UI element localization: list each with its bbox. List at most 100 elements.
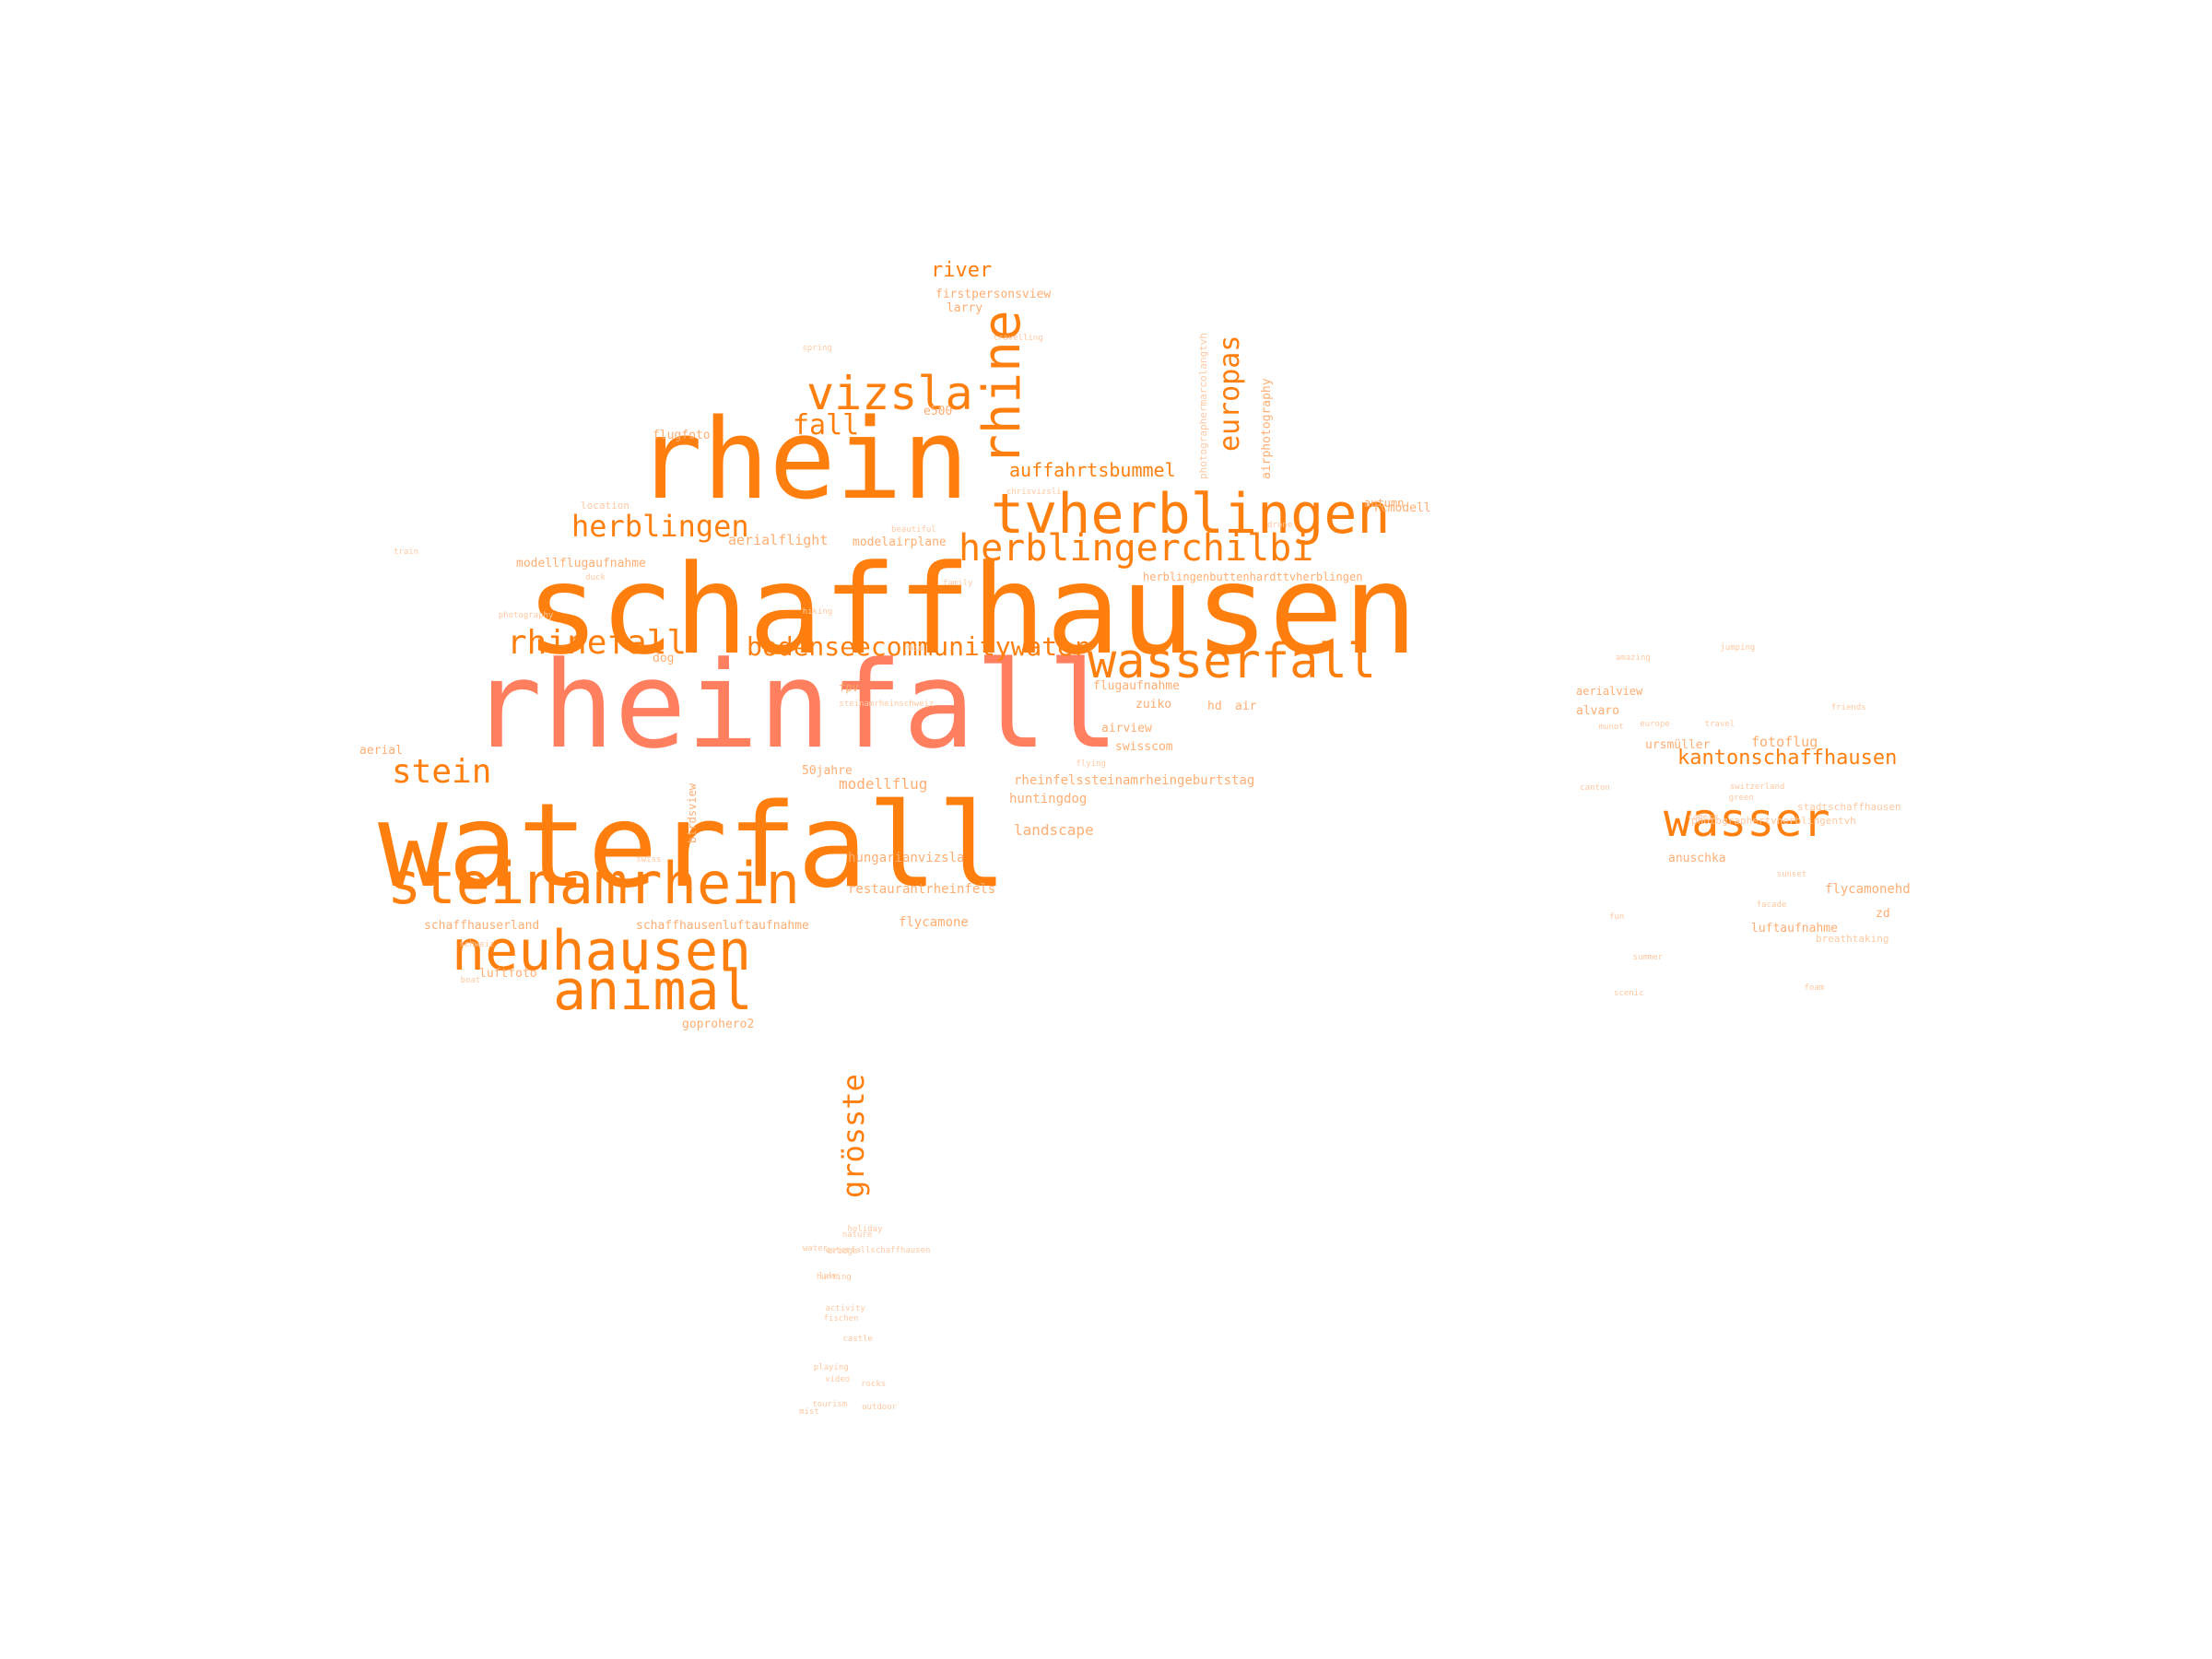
word-16: bodenseecommunitywater (747, 631, 1088, 662)
word-30: rheinfelssteinamrheingeburtstag (1014, 773, 1255, 788)
word-116: mist (799, 1406, 819, 1417)
word-28: flycamonehd (1825, 882, 1911, 897)
word-64: zd (1876, 907, 1890, 921)
word-77: nature (841, 1230, 873, 1241)
word-40: airview (1101, 722, 1152, 735)
word-60: aerialview (1576, 685, 1643, 698)
word-19: fall (793, 409, 860, 441)
word-101: video (825, 1374, 851, 1384)
word-109: jumping (1720, 643, 1756, 653)
word-1: rheinfall (470, 635, 1120, 775)
word-81: photography (498, 611, 554, 621)
word-25: modellflug (839, 775, 928, 793)
word-13: rhinefall (507, 624, 688, 662)
word-17: grösste (836, 1074, 871, 1198)
word-115: green (1728, 794, 1754, 804)
word-67: photographertvherblingentvh (1691, 815, 1856, 827)
word-14: stein (392, 753, 492, 791)
word-79: amazing (1615, 653, 1651, 663)
word-80: outdoor (862, 1403, 898, 1413)
word-112: facade (1756, 900, 1787, 910)
word-18: europas (1214, 335, 1246, 452)
word-96: spring (802, 343, 832, 353)
word-46: 50jahre (802, 764, 853, 778)
word-99: drone (1267, 521, 1293, 531)
word-42: hd (1207, 700, 1222, 713)
word-15: herblingen (571, 509, 749, 544)
word-86: waterfallschaffhausen (825, 1246, 931, 1256)
word-111: duck (585, 572, 606, 582)
word-22: river (931, 259, 993, 282)
word-71: activity (825, 1304, 865, 1314)
word-85: scenic (1614, 989, 1644, 999)
word-0: schaffhausen (525, 538, 1418, 682)
word-33: schaffhauserland (424, 919, 540, 933)
word-88: fun (1609, 912, 1625, 923)
word-44: autumn (1364, 497, 1405, 510)
word-82: friends (1830, 702, 1866, 712)
word-68: birdsview (686, 782, 699, 843)
word-51: firstpersonsview (935, 288, 1052, 301)
word-93: family (942, 579, 973, 589)
word-106: foam (1804, 982, 1825, 993)
word-36: goprohero2 (682, 1018, 755, 1031)
word-57: airphotography (1260, 378, 1274, 479)
word-100: camera (1688, 813, 1718, 823)
word-87: beautiful (891, 524, 936, 535)
word-59: alvaro (1576, 704, 1619, 718)
word-35: luftfoto (479, 967, 537, 981)
word-47: dog (653, 652, 675, 665)
word-74: playing (813, 1362, 849, 1372)
word-73: switzerland (1729, 782, 1785, 793)
word-7: animal (553, 959, 753, 1023)
word-53: flugfoto (653, 429, 711, 442)
word-83: fischen (823, 1313, 859, 1324)
word-11: vizsla (806, 367, 973, 420)
word-89: lake (818, 1271, 839, 1281)
word-5: tvherblingen (991, 482, 1391, 547)
word-113: tourism (812, 1399, 848, 1409)
word-105: swiss (636, 854, 662, 865)
word-27: flycamone (899, 915, 969, 930)
word-45: aerial (359, 744, 403, 758)
word-104: holiday (847, 1225, 883, 1235)
word-102: hiking (802, 607, 833, 618)
word-6: neuhausen (452, 919, 752, 983)
word-91: summer (1632, 952, 1664, 962)
word-31: restaurantrheinfels (848, 882, 996, 897)
word-3: rhein (636, 396, 970, 524)
word-52: larry (947, 301, 983, 315)
word-58: photographermarcolangtvh (1197, 333, 1209, 479)
word-63: anuschka (1668, 852, 1726, 865)
word-37: swisscom (1115, 740, 1173, 754)
word-54: fpv (839, 681, 859, 694)
word-108: flying (1076, 759, 1106, 770)
word-21: auffahrtsbummel (1009, 459, 1176, 481)
word-38: zuiko (1135, 698, 1172, 712)
word-62: luftaufnahme (1751, 922, 1838, 935)
word-72: schweiz (459, 939, 495, 949)
word-76: travel (1704, 719, 1735, 729)
word-98: castle (842, 1334, 873, 1344)
word-8: wasserfall (1088, 634, 1377, 689)
word-75: travelling (993, 333, 1043, 343)
word-48: modellflugaufnahme (516, 557, 646, 571)
word-94: sunset (1776, 869, 1807, 879)
word-50: herblingenbuttenhardttvherblingen (1143, 571, 1363, 583)
word-24: aerialflight (728, 532, 829, 548)
word-39: flugaufnahme (1093, 679, 1180, 693)
word-114: train (394, 547, 419, 558)
word-29: huntingdog (1009, 792, 1088, 806)
word-92: bridge (827, 1247, 858, 1257)
word-66: stadtschaffhausen (1797, 801, 1901, 813)
word-84: chrisvizsli (1006, 488, 1062, 498)
word-34: schaffhausenluftaufnahme (636, 919, 809, 933)
word-110: hunting (816, 1273, 852, 1283)
word-41: air (1235, 700, 1257, 713)
word-56: location (581, 500, 629, 512)
word-43: rcmodell (1373, 501, 1431, 515)
word-78: rhin (903, 643, 924, 653)
word-95: water (802, 1244, 828, 1254)
word-4: steinamrhein (387, 850, 800, 917)
word-9: wasser (1664, 794, 1830, 847)
